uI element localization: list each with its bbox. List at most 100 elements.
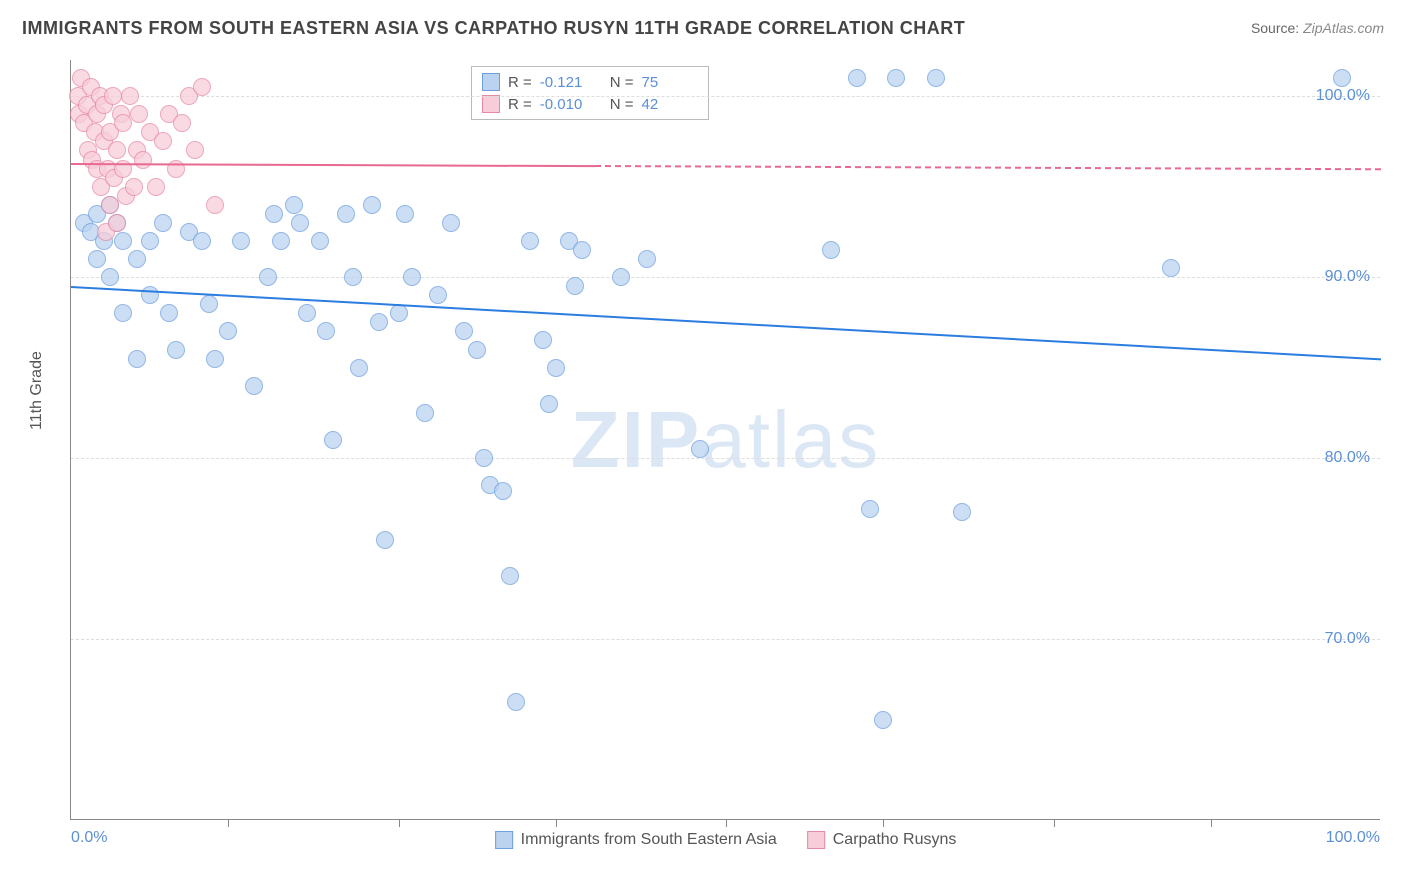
scatter-point [638,250,656,268]
y-tick-label: 80.0% [1325,449,1370,467]
y-axis-label: 11th Grade [28,351,46,430]
scatter-point [390,304,408,322]
scatter-point [370,313,388,331]
trend-line [71,163,595,167]
scatter-point [612,268,630,286]
n-value: 75 [642,74,698,91]
scatter-point [193,78,211,96]
x-tick [556,819,557,827]
x-tick [399,819,400,827]
r-value: -0.010 [540,96,596,113]
n-label: N = [610,74,634,91]
scatter-point [108,141,126,159]
scatter-point [455,322,473,340]
scatter-point [468,341,486,359]
scatter-point [887,69,905,87]
scatter-point [206,196,224,214]
scatter-point [534,331,552,349]
gridline-h [71,639,1380,640]
n-label: N = [610,96,634,113]
scatter-point [167,341,185,359]
scatter-point [101,268,119,286]
scatter-point [259,268,277,286]
source-label: Source: [1251,20,1299,36]
scatter-point [953,503,971,521]
legend-swatch [482,73,500,91]
gridline-h [71,458,1380,459]
scatter-point [173,114,191,132]
scatter-point [88,250,106,268]
chart-title: IMMIGRANTS FROM SOUTH EASTERN ASIA VS CA… [22,18,965,39]
source-attribution: Source: ZipAtlas.com [1251,20,1384,36]
legend-item: Immigrants from South Eastern Asia [495,831,777,849]
n-value: 42 [642,96,698,113]
scatter-point [128,350,146,368]
scatter-point [547,359,565,377]
scatter-point [298,304,316,322]
legend-swatch [482,95,500,113]
scatter-point [114,232,132,250]
scatter-point [219,322,237,340]
r-label: R = [508,74,532,91]
scatter-point [376,531,394,549]
trend-line [71,286,1381,360]
scatter-point [134,151,152,169]
scatter-point [167,160,185,178]
y-tick-label: 100.0% [1316,87,1370,105]
chart-plot-area: ZIPatlas R =-0.121N =75R =-0.010N =42 Im… [70,60,1380,820]
scatter-point [104,87,122,105]
r-label: R = [508,96,532,113]
scatter-point [245,377,263,395]
scatter-point [114,304,132,322]
x-axis-max-label: 100.0% [1326,829,1380,847]
scatter-point [403,268,421,286]
scatter-point [193,232,211,250]
scatter-point [874,711,892,729]
scatter-point [206,350,224,368]
watermark: ZIPatlas [571,394,880,486]
scatter-point [141,286,159,304]
stats-legend: R =-0.121N =75R =-0.010N =42 [471,66,709,120]
scatter-point [324,431,342,449]
y-tick-label: 70.0% [1325,630,1370,648]
legend-item: Carpatho Rusyns [807,831,957,849]
scatter-point [691,440,709,458]
legend-swatch [495,831,513,849]
watermark-rest: atlas [701,395,880,484]
scatter-point [429,286,447,304]
scatter-point [501,567,519,585]
source-value: ZipAtlas.com [1303,20,1384,36]
scatter-point [540,395,558,413]
scatter-point [442,214,460,232]
scatter-point [573,241,591,259]
scatter-point [363,196,381,214]
x-tick [883,819,884,827]
legend-label: Carpatho Rusyns [833,831,957,849]
scatter-point [125,178,143,196]
scatter-point [344,268,362,286]
scatter-point [285,196,303,214]
legend-label: Immigrants from South Eastern Asia [521,831,777,849]
scatter-point [396,205,414,223]
scatter-point [128,250,146,268]
scatter-point [200,295,218,313]
legend-swatch [807,831,825,849]
scatter-point [130,105,148,123]
scatter-point [566,277,584,295]
scatter-point [108,214,126,232]
x-tick [726,819,727,827]
scatter-point [521,232,539,250]
trend-line [595,165,1381,170]
scatter-point [232,232,250,250]
gridline-h [71,96,1380,97]
x-tick [228,819,229,827]
stats-row: R =-0.121N =75 [482,71,698,93]
scatter-point [317,322,335,340]
scatter-point [337,205,355,223]
scatter-point [1162,259,1180,277]
scatter-point [272,232,290,250]
y-tick-label: 90.0% [1325,268,1370,286]
scatter-point [416,404,434,422]
scatter-point [154,132,172,150]
x-tick [1054,819,1055,827]
